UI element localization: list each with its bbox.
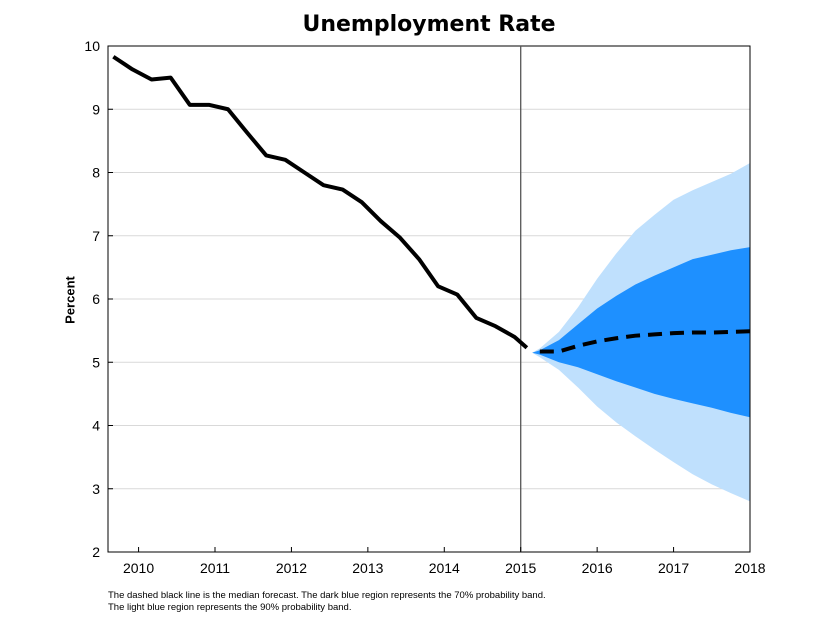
x-tick-label: 2015 [505,560,536,576]
x-tick-label: 2011 [200,560,230,576]
x-tick-label: 2014 [429,560,460,576]
y-tick-label: 7 [92,228,100,244]
y-tick-label: 9 [92,101,100,117]
probability-bands [532,163,750,502]
historical-line [112,55,529,350]
x-tick-label: 2013 [352,560,383,576]
y-tick-label: 5 [92,354,100,370]
band-70pct [532,247,750,418]
y-tick-label: 4 [92,418,100,434]
x-tick-label: 2010 [123,560,154,576]
footnote-line-1: The dashed black line is the median fore… [108,590,546,601]
x-tick-label: 2017 [658,560,689,576]
y-tick-label: 10 [84,38,100,54]
median-forecast-line [539,329,751,354]
y-tick-label: 2 [92,544,100,560]
x-tick-label: 2012 [276,560,307,576]
x-tick-label: 2018 [734,560,765,576]
y-tick-label: 3 [92,481,100,497]
y-tick-label: 6 [92,291,100,307]
chart-title: Unemployment Rate [302,12,556,37]
x-tick-label: 2016 [582,560,613,576]
footnote: The dashed black line is the median fore… [108,590,546,614]
series-lines [112,46,751,552]
axes: 2 3 4 5 6 7 8 9 10 2010 2011 2012 2013 2014 2015 2016 20… [84,38,765,576]
y-tick-label: 8 [92,165,100,181]
footnote-line-2: The light blue region represents the 90%… [108,602,352,613]
